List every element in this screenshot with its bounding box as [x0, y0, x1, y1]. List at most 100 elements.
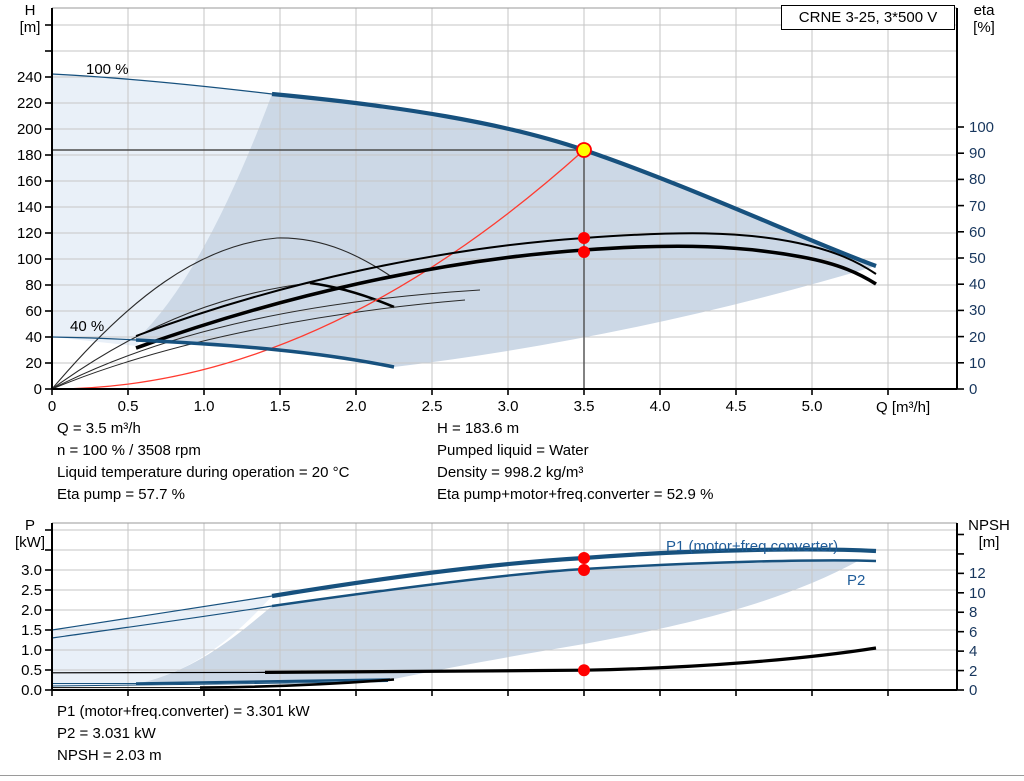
p-axis-tick-label: 1.0 [21, 642, 42, 659]
npsh-axis-tick-label: 6 [969, 623, 978, 641]
eta-axis-tick-label: 30 [969, 302, 986, 320]
eta-pump-point [578, 232, 590, 244]
bottom-tick-marks [45, 529, 964, 696]
p-axis-tick-label: 0.5 [21, 662, 42, 679]
duty-info-left: Q = 3.5 m³/h n = 100 % / 3508 rpm Liquid… [57, 418, 349, 506]
npsh-axis-tick-label: 0 [969, 682, 978, 699]
hq-curve-100-thin [51, 73, 273, 95]
npsh-axis-tick-label: 2 [969, 662, 978, 680]
h-axis-tick-label: 40 [25, 329, 42, 346]
pump-type-label: CRNE 3-25, 3*500 V [798, 9, 938, 26]
top-envelope-light [52, 74, 272, 346]
h-axis-tick-label: 20 [25, 355, 42, 372]
hq-curve-40-thin [51, 336, 137, 341]
bottom-envelope-light [52, 596, 272, 686]
top-tick-marks [45, 24, 964, 395]
annotation-q: Q = 3.5 m³/h [57, 420, 141, 437]
annotation-speed: n = 100 % / 3508 rpm [57, 442, 201, 459]
eta-axis-tick-label: 60 [969, 223, 986, 241]
q-axis-tick-label: 0 [47, 398, 57, 415]
h-axis-tick-label: 100 [16, 251, 42, 268]
annotation-pumped-liquid: Pumped liquid = Water [437, 442, 589, 459]
npsh-axis-tick-label: 10 [969, 584, 986, 602]
eta-axis-tick-label: 50 [969, 250, 986, 267]
eta-curve-reduced-speed-3 [51, 289, 481, 390]
annotation-h: H = 183.6 m [437, 420, 520, 437]
p2-curve-label: P2 [847, 572, 866, 589]
annotation-density: Density = 998.2 kg/m³ [437, 464, 584, 481]
speed-label-100: 100 % [86, 61, 129, 78]
hq-curve-40-thick [135, 338, 395, 369]
h-axis-tick-label: 200 [16, 121, 42, 138]
eta-axis-tick-label: 90 [969, 145, 986, 163]
eta-total-curve [135, 244, 877, 350]
p-axis-tick-label: 1.5 [21, 622, 42, 639]
h-axis-tick-label: 140 [16, 199, 42, 216]
footer-divider [0, 775, 1024, 776]
h-axis-title: H [m] [19, 2, 41, 36]
annotation-npsh: NPSH = 2.03 m [57, 747, 162, 764]
eta-axis-title: eta [%] [973, 2, 995, 36]
eta-axis-tick-label: 80 [969, 171, 986, 189]
top-gridlines [52, 8, 957, 389]
h-axis-tick-label: 0 [33, 381, 42, 398]
annotation-liquid-temp: Liquid temperature during operation = 20… [57, 464, 350, 481]
system-curve-red [51, 149, 585, 390]
q-axis-tick-label: 5.0 [801, 398, 823, 415]
eta-pump-curve [135, 232, 877, 337]
p2-point [578, 564, 590, 576]
eta-curve-reduced-speed-2-thick [309, 281, 395, 309]
h-axis-tick-label: 240 [16, 69, 42, 86]
q-axis-tick-label: 3.5 [573, 398, 595, 415]
p-axis-tick-label: 2.5 [21, 582, 42, 599]
p-axis-tick-label: 2.0 [21, 602, 42, 619]
q-axis-tick-label: 2.5 [421, 398, 443, 415]
speed-label-40: 40 % [70, 318, 105, 335]
q-axis-tick-label: 3.0 [497, 398, 519, 415]
eta-total-point [578, 246, 590, 258]
h-axis-tick-label: 60 [25, 303, 42, 320]
top-envelope-dark [136, 94, 876, 367]
h-axis-tick-label: 180 [16, 147, 42, 164]
q-axis-tick-label: 1.5 [269, 398, 291, 415]
eta-axis-tick-label: 0 [969, 381, 978, 398]
eta-axis-tick-label: 70 [969, 197, 986, 215]
h-axis-tick-label: 120 [16, 225, 42, 242]
top-chart [45, 7, 964, 395]
q-axis-tick-label: 0.5 [117, 398, 139, 415]
p-axis-title: P [kW] [15, 517, 45, 551]
npsh-axis-tick-label: 4 [969, 643, 978, 661]
bottom-chart [45, 522, 964, 696]
p-curve-40-thick [135, 678, 391, 685]
eta-axis-tick-label: 40 [969, 276, 986, 294]
eta-axis-tick-label: 100 [969, 119, 995, 136]
eta-axis-tick-label: 20 [969, 328, 986, 346]
bottom-envelope-dark [136, 560, 858, 684]
annotation-p2: P2 = 3.031 kW [57, 725, 156, 742]
npsh-curve-40-thick [199, 678, 395, 689]
p1-curve-label: P1 (motor+freq.converter) [666, 538, 839, 555]
npsh-point [578, 664, 590, 677]
annotation-eta-pump: Eta pump = 57.7 % [57, 486, 185, 503]
p-axis-tick-label: 0.0 [21, 682, 42, 699]
power-info: P1 (motor+freq.converter) = 3.301 kW P2 … [57, 701, 310, 767]
q-axis-tick-label: 2.0 [345, 398, 367, 415]
npsh-axis-title: NPSH [m] [968, 517, 1010, 551]
q-axis-tick-label: 4.0 [649, 398, 671, 415]
duty-point-marker[interactable] [576, 142, 592, 158]
h-axis-tick-label: 160 [16, 173, 42, 190]
p1-curve-thin [51, 595, 273, 631]
eta-curve-reduced-speed-4 [51, 299, 466, 390]
q-axis-tick-label: 4.5 [725, 398, 747, 415]
pump-type-box: CRNE 3-25, 3*500 V [781, 5, 955, 30]
p-axis-tick-label: 3.0 [21, 562, 42, 579]
eta-curve-reduced-speed-arc [51, 237, 393, 390]
duty-info-right: H = 183.6 m Pumped liquid = Water Densit… [437, 418, 713, 506]
p2-curve-thin [51, 605, 273, 639]
eta-curve-reduced-speed-2-thin [51, 282, 311, 390]
npsh-axis-tick-label: 12 [969, 565, 986, 583]
h-axis-tick-label: 220 [16, 95, 42, 112]
npsh-axis-tick-label: 8 [969, 604, 978, 622]
